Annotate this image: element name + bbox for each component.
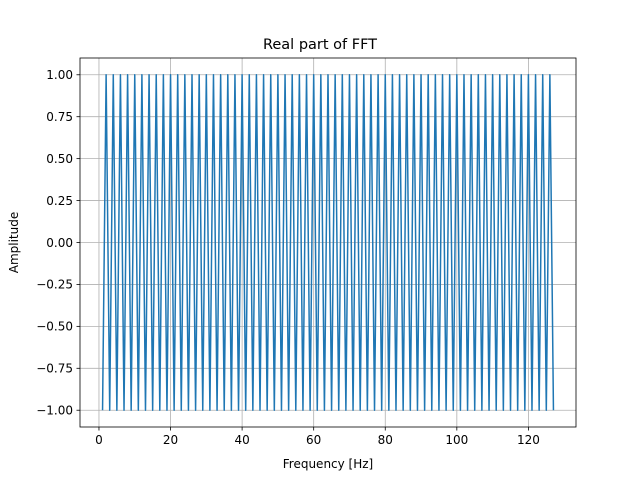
chart-title: Real part of FFT	[263, 37, 377, 53]
y-axis-ticks: −1.00 −0.75 −0.50 −0.25 0.00 0.25 0.50 0.75 1.00	[36, 68, 80, 418]
series-layer	[101, 74, 555, 411]
y-tick-label: 0.50	[46, 152, 73, 166]
y-tick-label: 0.75	[46, 110, 73, 124]
x-tick-label: 80	[378, 433, 393, 447]
y-tick-label: 0.00	[46, 236, 73, 250]
x-tick-label: 100	[445, 433, 468, 447]
x-tick-label: 0	[95, 433, 103, 447]
y-tick-label: −0.50	[36, 320, 73, 334]
y-tick-label: −0.75	[36, 362, 73, 376]
x-tick-label: 20	[163, 433, 178, 447]
y-tick-label: −1.00	[36, 404, 73, 418]
y-tick-label: 0.25	[46, 194, 73, 208]
y-tick-label: 1.00	[46, 68, 73, 82]
series-line	[101, 74, 555, 411]
x-axis-ticks: 0 20 40 60 80 100 120	[95, 427, 540, 447]
x-tick-label: 40	[234, 433, 249, 447]
x-tick-label: 120	[517, 433, 540, 447]
y-axis-label: Amplitude	[7, 212, 21, 274]
x-tick-label: 60	[306, 433, 321, 447]
x-axis-label: Frequency [Hz]	[283, 457, 374, 471]
y-tick-label: −0.25	[36, 278, 73, 292]
